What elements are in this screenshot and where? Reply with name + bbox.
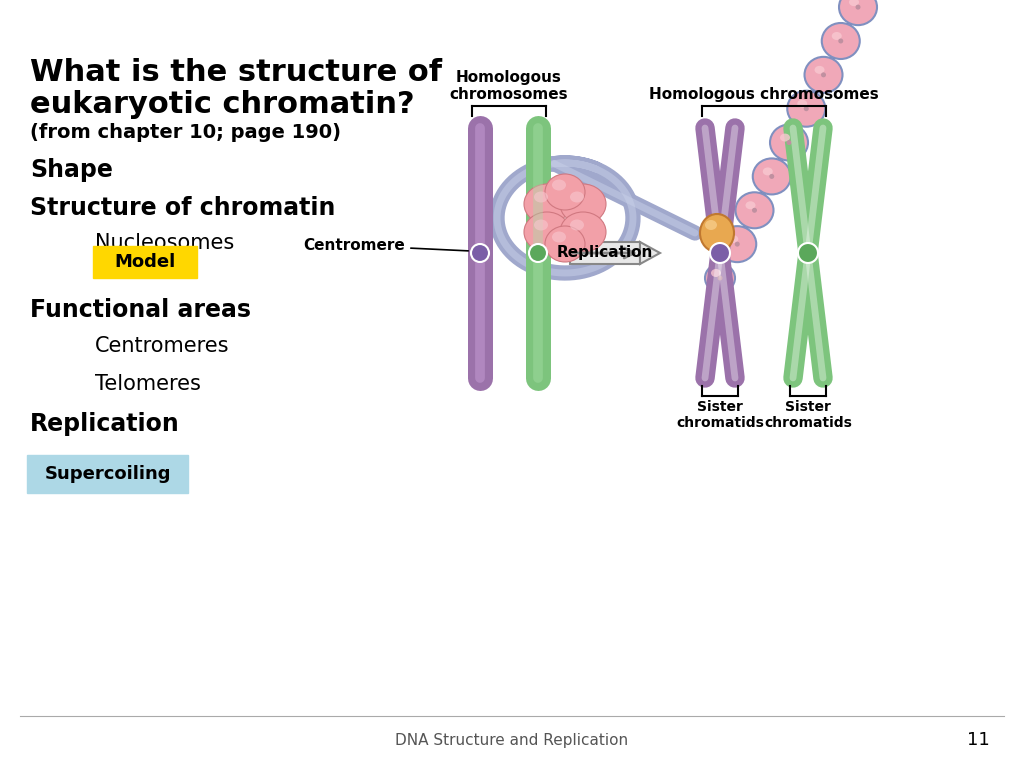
Text: DNA Structure and Replication: DNA Structure and Replication (395, 733, 629, 747)
Text: Homologous chromosomes: Homologous chromosomes (649, 87, 879, 102)
Ellipse shape (770, 124, 808, 161)
Ellipse shape (855, 5, 860, 10)
FancyBboxPatch shape (93, 246, 197, 278)
FancyArrowPatch shape (572, 248, 634, 258)
Ellipse shape (752, 208, 757, 213)
FancyBboxPatch shape (27, 455, 188, 493)
Ellipse shape (831, 32, 842, 40)
Ellipse shape (718, 226, 757, 262)
Ellipse shape (524, 212, 570, 252)
Ellipse shape (763, 167, 773, 175)
Ellipse shape (728, 235, 738, 243)
Ellipse shape (805, 57, 843, 93)
Text: Shape: Shape (30, 158, 113, 182)
Ellipse shape (821, 72, 826, 78)
Ellipse shape (529, 244, 547, 262)
Ellipse shape (787, 91, 825, 127)
Ellipse shape (798, 243, 818, 263)
Text: Structure of chromatin: Structure of chromatin (30, 196, 336, 220)
Text: Nucleosomes: Nucleosomes (95, 233, 234, 253)
Text: Centromeres: Centromeres (95, 336, 229, 356)
Text: Sister
chromatids: Sister chromatids (676, 400, 764, 430)
Text: Telomeres: Telomeres (95, 374, 201, 394)
Text: eukaryotic chromatin?: eukaryotic chromatin? (30, 90, 415, 119)
Text: Replication: Replication (557, 244, 653, 260)
Ellipse shape (534, 191, 548, 203)
Ellipse shape (780, 134, 790, 141)
Ellipse shape (849, 0, 859, 6)
Ellipse shape (735, 242, 739, 247)
Ellipse shape (705, 264, 735, 292)
Ellipse shape (570, 191, 584, 203)
Ellipse shape (798, 100, 807, 108)
Text: Functional areas: Functional areas (30, 298, 251, 322)
Ellipse shape (753, 158, 791, 194)
Ellipse shape (552, 180, 566, 190)
FancyBboxPatch shape (570, 242, 640, 264)
Ellipse shape (534, 220, 548, 230)
Ellipse shape (822, 23, 860, 59)
Ellipse shape (545, 226, 585, 262)
Ellipse shape (524, 184, 570, 224)
Ellipse shape (711, 269, 721, 277)
Text: Supercoiling: Supercoiling (44, 465, 171, 483)
Text: Sister
chromatids: Sister chromatids (764, 400, 852, 430)
Text: What is the structure of: What is the structure of (30, 58, 442, 87)
Ellipse shape (745, 201, 756, 210)
Ellipse shape (839, 0, 877, 25)
Ellipse shape (735, 192, 773, 228)
Ellipse shape (769, 174, 774, 179)
Ellipse shape (471, 244, 489, 262)
Ellipse shape (700, 214, 734, 252)
Text: Model: Model (115, 253, 176, 271)
Text: 11: 11 (968, 731, 990, 749)
Text: (from chapter 10; page 190): (from chapter 10; page 190) (30, 123, 341, 142)
Ellipse shape (804, 106, 809, 111)
Polygon shape (640, 242, 660, 264)
Ellipse shape (552, 231, 566, 243)
Ellipse shape (718, 276, 723, 280)
Ellipse shape (545, 174, 585, 210)
Text: Replication: Replication (30, 412, 180, 436)
Ellipse shape (710, 243, 730, 263)
Ellipse shape (570, 220, 584, 230)
Ellipse shape (786, 140, 792, 145)
Ellipse shape (560, 212, 606, 252)
Ellipse shape (814, 66, 824, 74)
Ellipse shape (560, 184, 606, 224)
Ellipse shape (839, 38, 843, 44)
Text: Centromere: Centromere (303, 237, 406, 253)
Text: Homologous
chromosomes: Homologous chromosomes (450, 70, 568, 102)
Ellipse shape (705, 220, 717, 230)
